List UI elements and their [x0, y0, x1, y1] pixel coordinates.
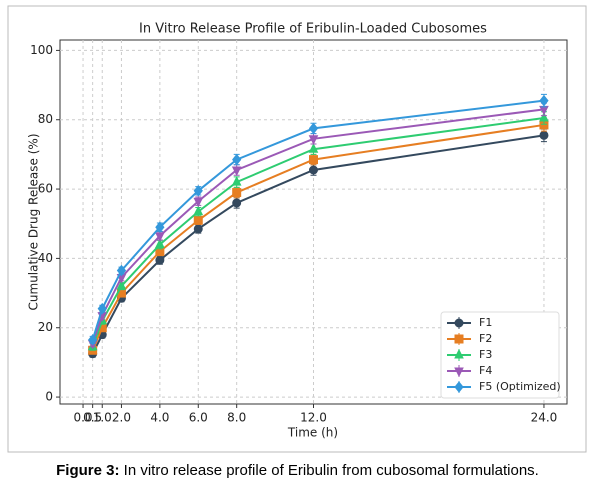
marker	[155, 238, 165, 249]
legend-label: F3	[479, 348, 492, 361]
caption: Figure 3: In vitro release profile of Er…	[0, 462, 595, 479]
chart: In Vitro Release Profile of Eribulin-Loa…	[7, 5, 587, 453]
marker	[539, 130, 549, 140]
marker	[308, 135, 319, 145]
x-tick-label: 12.0	[300, 411, 327, 425]
x-tick-label: 6.0	[189, 411, 208, 425]
y-tick-label: 20	[38, 320, 53, 334]
y-tick-label: 80	[38, 112, 53, 126]
marker	[193, 184, 203, 197]
x-tick-label: 24.0	[531, 411, 558, 425]
marker	[232, 188, 242, 198]
marker	[193, 215, 203, 225]
marker	[309, 165, 318, 175]
legend-label: F2	[479, 332, 492, 345]
x-tick-label: 4.0	[150, 411, 169, 425]
marker	[308, 122, 319, 135]
x-axis-label: Time (h)	[287, 426, 338, 440]
figure-border	[7, 5, 587, 453]
caption-label: Figure 3:	[56, 462, 120, 479]
legend-box	[440, 311, 560, 399]
legend: F1 F2 F3 F4 F5 (Optimized)	[440, 311, 561, 399]
marker	[539, 94, 549, 107]
marker	[232, 198, 242, 208]
legend-marker	[454, 367, 464, 378]
x-tick-label: 0.0	[73, 411, 92, 425]
y-axis-label: Cumulative Drug Release (%)	[27, 134, 41, 311]
series-line	[91, 99, 545, 341]
marker	[539, 111, 549, 122]
legend-label: F4	[479, 364, 492, 377]
legend-marker	[454, 381, 464, 393]
y-tick-label: 100	[30, 43, 53, 57]
y-tick-label: 60	[38, 182, 53, 196]
marker	[193, 205, 204, 216]
marker	[231, 176, 242, 186]
x-tick-label: 0.5	[83, 411, 102, 425]
marker	[193, 224, 203, 234]
marker	[231, 166, 242, 177]
marker	[97, 302, 107, 315]
marker	[232, 153, 242, 166]
caption-text: In vitro release profile of Eribulin fro…	[123, 462, 539, 479]
marker	[155, 221, 165, 234]
marker	[193, 197, 204, 208]
marker	[308, 143, 319, 153]
legend-marker	[454, 318, 464, 328]
marker	[155, 255, 165, 265]
marker	[88, 334, 98, 346]
marker	[116, 264, 127, 277]
chart-title: In Vitro Release Profile of Eribulin-Loa…	[139, 22, 487, 37]
marker	[309, 155, 318, 165]
legend-label: F1	[479, 316, 492, 329]
x-tick-label: 2.0	[112, 411, 131, 425]
legend-marker	[454, 334, 464, 344]
marker	[116, 280, 127, 290]
x-tick-label: 8.0	[227, 411, 246, 425]
legend-marker	[454, 348, 464, 359]
y-tick-label: 0	[45, 390, 53, 404]
y-tick-label: 40	[38, 251, 53, 265]
legend-label: F5 (Optimized)	[479, 380, 561, 393]
x-tick-label: 1.0	[93, 411, 112, 425]
